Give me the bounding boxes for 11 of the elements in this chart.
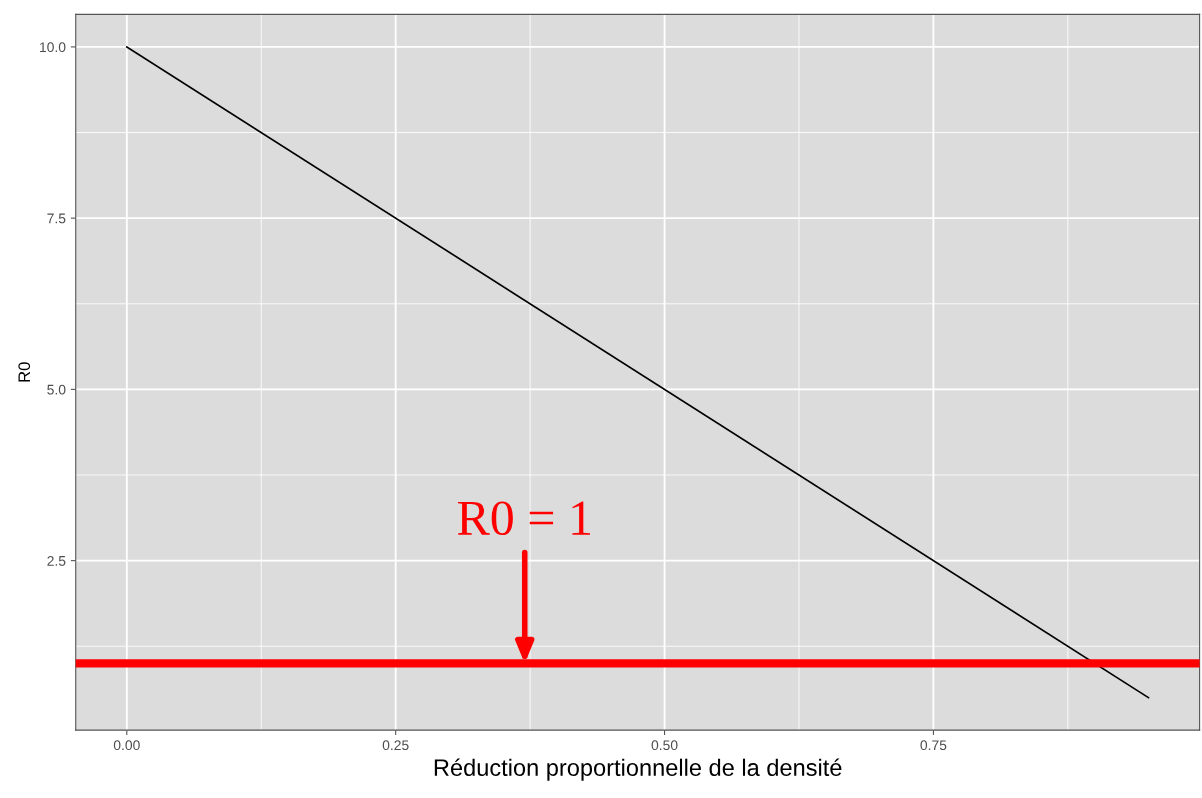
y-axis-title: R0 [18,362,31,382]
x-axis-title: Réduction proportionnelle de la densité [434,758,842,781]
y-tick-label: 7.5 [47,213,66,224]
y-tick-label: 2.5 [47,555,66,566]
y-tick-label: 5.0 [47,384,66,395]
x-tick-label: 0.00 [113,740,140,751]
x-tick-label: 0.25 [382,740,409,751]
annotation: R0 = 1 [457,501,591,536]
x-tick-label: 0.75 [920,740,947,751]
y-tick-label: 10.0 [40,42,66,53]
x-tick-label: 0.50 [651,740,678,751]
